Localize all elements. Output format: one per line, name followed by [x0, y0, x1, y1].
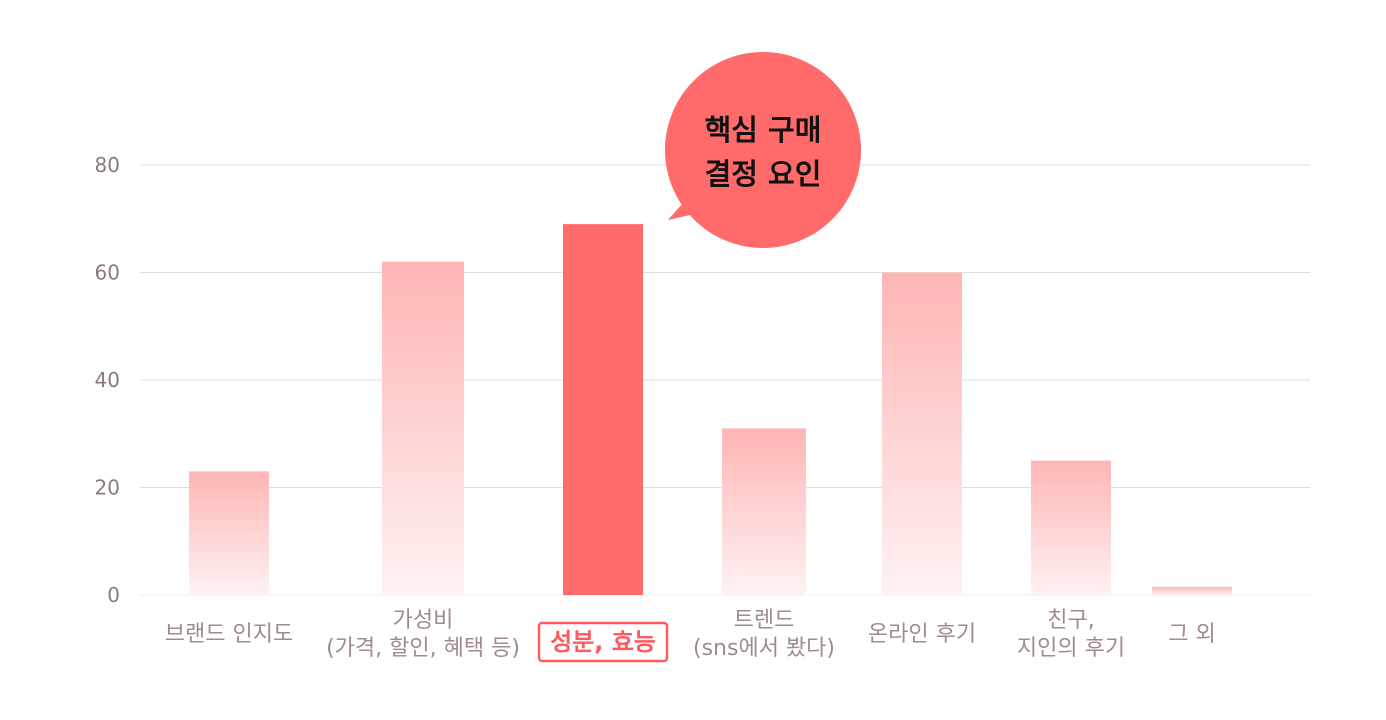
callout-bubble	[665, 52, 861, 248]
x-category-label: (가격, 할인, 혜택 등)	[326, 636, 520, 661]
callout-text: 핵심 구매	[705, 113, 822, 147]
y-tick-label: 0	[107, 583, 120, 607]
y-tick-label: 80	[95, 153, 120, 177]
bar	[1152, 586, 1232, 595]
bar	[882, 272, 962, 595]
x-category-label: 지인의 후기	[1017, 636, 1125, 661]
y-tick-label: 20	[95, 476, 120, 500]
x-category-label-highlight: 성분, 효능	[550, 628, 656, 656]
callout-text: 결정 요인	[705, 157, 822, 191]
x-category-label: 가성비	[393, 608, 454, 633]
x-category-label: 그 외	[1168, 622, 1215, 647]
x-category-label: 브랜드 인지도	[165, 622, 293, 647]
y-tick-label: 60	[95, 261, 120, 285]
bar	[382, 261, 464, 595]
x-category-label: 친구,	[1047, 608, 1094, 633]
bars	[189, 224, 1232, 595]
y-tick-label: 40	[95, 368, 120, 392]
bar	[1031, 460, 1111, 595]
x-category-label: 온라인 후기	[868, 622, 976, 647]
x-axis-labels: 브랜드 인지도 가성비 (가격, 할인, 혜택 등) 성분, 효능 트렌드 (sns에서 …	[165, 608, 1216, 663]
x-category-label: (sns에서 봤다)	[693, 636, 835, 661]
bar	[722, 428, 806, 595]
x-category-label: 트렌드	[734, 608, 795, 633]
bar	[189, 471, 269, 595]
y-axis-ticks: 0 20 40 60 80	[95, 153, 120, 607]
highlight-label-box	[537, 621, 669, 663]
bar-highlight	[563, 224, 643, 595]
